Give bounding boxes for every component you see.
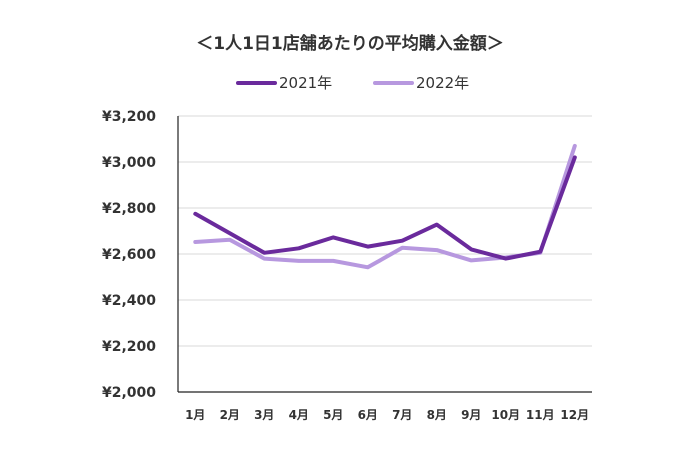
- y-tick-label: ¥2,400: [102, 293, 156, 309]
- x-axis-ticks: 1月 2月 3月 4月 5月 6月 7月 8月 9月 10月 11月 12月: [185, 408, 589, 422]
- y-tick-label: ¥3,000: [102, 155, 156, 171]
- x-tick-label: 1月: [185, 408, 205, 422]
- x-tick-label: 11月: [526, 408, 555, 422]
- x-tick-label: 3月: [254, 408, 274, 422]
- x-tick-label: 2月: [220, 408, 240, 422]
- x-tick-label: 5月: [323, 408, 343, 422]
- y-tick-label: ¥2,800: [102, 201, 156, 217]
- legend: 2021年 2022年: [236, 74, 469, 92]
- x-tick-label: 7月: [392, 408, 412, 422]
- y-tick-label: ¥2,600: [102, 247, 156, 263]
- y-tick-label: ¥2,200: [102, 339, 156, 355]
- gridlines: [178, 115, 592, 347]
- y-tick-label: ¥2,000: [102, 385, 156, 401]
- chart-title: ＜1人1日1店舗あたりの平均購入金額＞: [196, 33, 504, 54]
- x-tick-label: 10月: [491, 408, 520, 422]
- y-axis-ticks: ¥2,000 ¥2,200 ¥2,400 ¥2,600 ¥2,800 ¥3,000 ¥3,2…: [102, 109, 156, 401]
- x-tick-label: 8月: [427, 408, 447, 422]
- legend-label-2021: 2021年: [279, 74, 332, 92]
- x-tick-label: 6月: [358, 408, 378, 422]
- series-line-2022: [193, 143, 577, 270]
- y-tick-label: ¥3,200: [102, 109, 156, 125]
- legend-label-2022: 2022年: [416, 74, 469, 92]
- series-line-2021: [193, 155, 577, 261]
- x-tick-label: 4月: [289, 408, 309, 422]
- x-tick-label: 9月: [461, 408, 481, 422]
- x-tick-label: 12月: [560, 408, 589, 422]
